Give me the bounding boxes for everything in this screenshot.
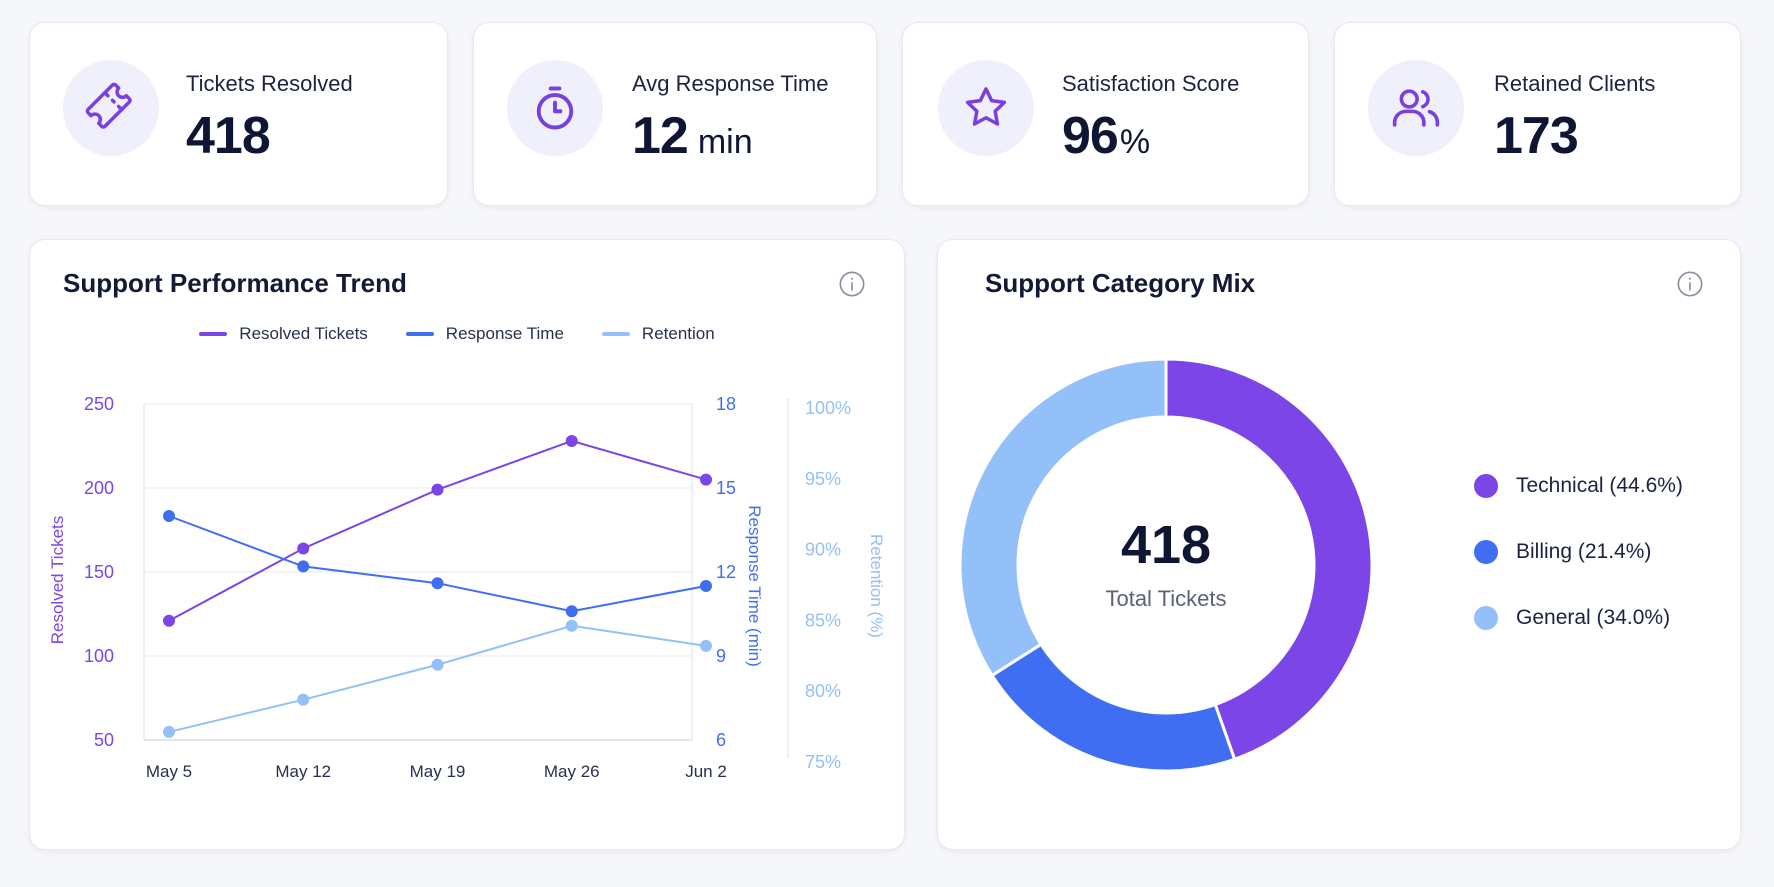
data-point: [297, 693, 310, 706]
legend-label: Billing (21.4%): [1516, 540, 1652, 563]
legend-swatch: [601, 332, 630, 336]
y-tick-label-retention: 80%: [805, 681, 841, 701]
kpi-card-satisfaction-score: Satisfaction Score 96%: [902, 22, 1309, 206]
trend-chart-panel: Support Performance Trend Resolved Ticke…: [29, 239, 905, 850]
x-tick-label: May 19: [410, 762, 466, 781]
x-tick-label: May 5: [146, 762, 192, 781]
star-icon: [938, 60, 1034, 156]
kpi-unit: min: [697, 123, 753, 161]
donut-slice-technical[interactable]: [1164, 357, 1374, 762]
y-axis-title-right: Response Time (min): [745, 505, 764, 667]
y-tick-label-retention: 100%: [805, 398, 851, 418]
legend-label: Technical (44.6%): [1516, 474, 1683, 497]
users-icon: [1368, 60, 1464, 156]
y-tick-label-right: 12: [716, 562, 736, 582]
data-point: [700, 639, 712, 652]
kpi-label: Avg Response Time: [632, 71, 829, 96]
legend-dot: [1474, 474, 1498, 498]
donut-center-label: Total Tickets: [1105, 586, 1227, 611]
y-tick-label-left: 100: [84, 646, 114, 666]
panel-title: Support Category Mix: [985, 268, 1256, 298]
y-tick-label-left: 200: [84, 478, 114, 498]
legend-item-retention[interactable]: Retention: [601, 324, 715, 344]
panel-title: Support Performance Trend: [63, 268, 407, 298]
series-line: [168, 624, 707, 733]
data-point: [297, 542, 310, 555]
y-axis-title-retention: Retention (%): [867, 534, 886, 638]
legend-item-resolved-tickets[interactable]: Resolved Tickets: [199, 324, 368, 344]
y-tick-label-right: 18: [716, 394, 736, 414]
y-tick-label-retention: 90%: [805, 540, 841, 560]
data-point: [565, 434, 578, 447]
legend-item-billing[interactable]: Billing (21.4%): [1474, 540, 1683, 564]
legend-label: Resolved Tickets: [239, 324, 368, 343]
legend-label: General (34.0%): [1516, 606, 1671, 629]
kpi-card-tickets-resolved: Tickets Resolved 418: [29, 22, 448, 206]
series-line: [168, 515, 707, 613]
data-point: [163, 510, 175, 522]
y-tick-label-right: 9: [716, 646, 726, 666]
x-tick-label: May 12: [275, 762, 331, 781]
legend-item-response-time[interactable]: Response Time: [405, 324, 564, 344]
kpi-value: 96%: [1062, 107, 1151, 165]
legend-label: Retention: [641, 324, 715, 343]
donut-chart: [958, 357, 1374, 773]
legend-dot: [1474, 540, 1498, 564]
stopwatch-icon: [507, 60, 603, 156]
data-point: [297, 560, 310, 573]
kpi-value: 418: [186, 107, 271, 165]
kpi-card-avg-response-time: Avg Response Time 12 min: [473, 22, 877, 206]
info-icon[interactable]: [1676, 270, 1704, 303]
kpi-label: Satisfaction Score: [1062, 71, 1240, 96]
donut-center-value: 418: [1120, 515, 1212, 575]
kpi-value: 12 min: [632, 107, 753, 165]
y-tick-label-left: 50: [94, 730, 114, 750]
y-tick-label-right: 6: [716, 730, 726, 750]
info-icon[interactable]: [838, 270, 866, 303]
data-point: [431, 577, 444, 590]
kpi-label: Tickets Resolved: [186, 71, 353, 96]
data-point: [565, 619, 578, 632]
y-tick-label-retention: 95%: [805, 469, 841, 489]
y-tick-label-retention: 85%: [805, 610, 841, 630]
data-point: [431, 483, 444, 496]
ticket-icon: [63, 60, 159, 156]
legend-swatch: [199, 332, 228, 336]
y-tick-label-left: 150: [84, 562, 114, 582]
donut-slice-general[interactable]: [958, 357, 1168, 678]
x-tick-label: Jun 2: [685, 762, 727, 781]
data-point: [565, 605, 578, 618]
legend-swatch: [405, 332, 434, 336]
donut-legend: Technical (44.6%) Billing (21.4%) Genera…: [1474, 474, 1683, 630]
data-point: [163, 725, 175, 738]
data-point: [700, 580, 712, 592]
trend-chart: 50 100 150 200 250 6 9 12 15 18 75% 80% 85% 90% 95% 100…: [48, 394, 886, 781]
legend-item-technical[interactable]: Technical (44.6%): [1474, 474, 1683, 498]
kpi-unit: %: [1119, 123, 1151, 161]
donut-slice-billing[interactable]: [989, 642, 1237, 773]
chart-legend: Resolved Tickets Response Time Retention: [30, 324, 904, 344]
kpi-value: 173: [1494, 107, 1579, 165]
data-point: [700, 473, 712, 486]
y-axis-title-left: Resolved Tickets: [48, 516, 67, 645]
kpi-card-retained-clients: Retained Clients 173: [1334, 22, 1741, 206]
legend-item-general[interactable]: General (34.0%): [1474, 606, 1683, 630]
y-tick-label-retention: 75%: [805, 752, 841, 772]
series-line: [168, 439, 707, 622]
category-mix-panel: Support Category Mix 418 Total Tickets T…: [937, 239, 1741, 850]
data-point: [431, 658, 444, 671]
legend-dot: [1474, 606, 1498, 630]
y-tick-label-right: 15: [716, 478, 736, 498]
data-point: [163, 614, 175, 627]
y-tick-label-left: 250: [84, 394, 114, 414]
x-tick-label: May 26: [544, 762, 600, 781]
legend-label: Response Time: [445, 324, 564, 343]
kpi-label: Retained Clients: [1494, 71, 1656, 96]
